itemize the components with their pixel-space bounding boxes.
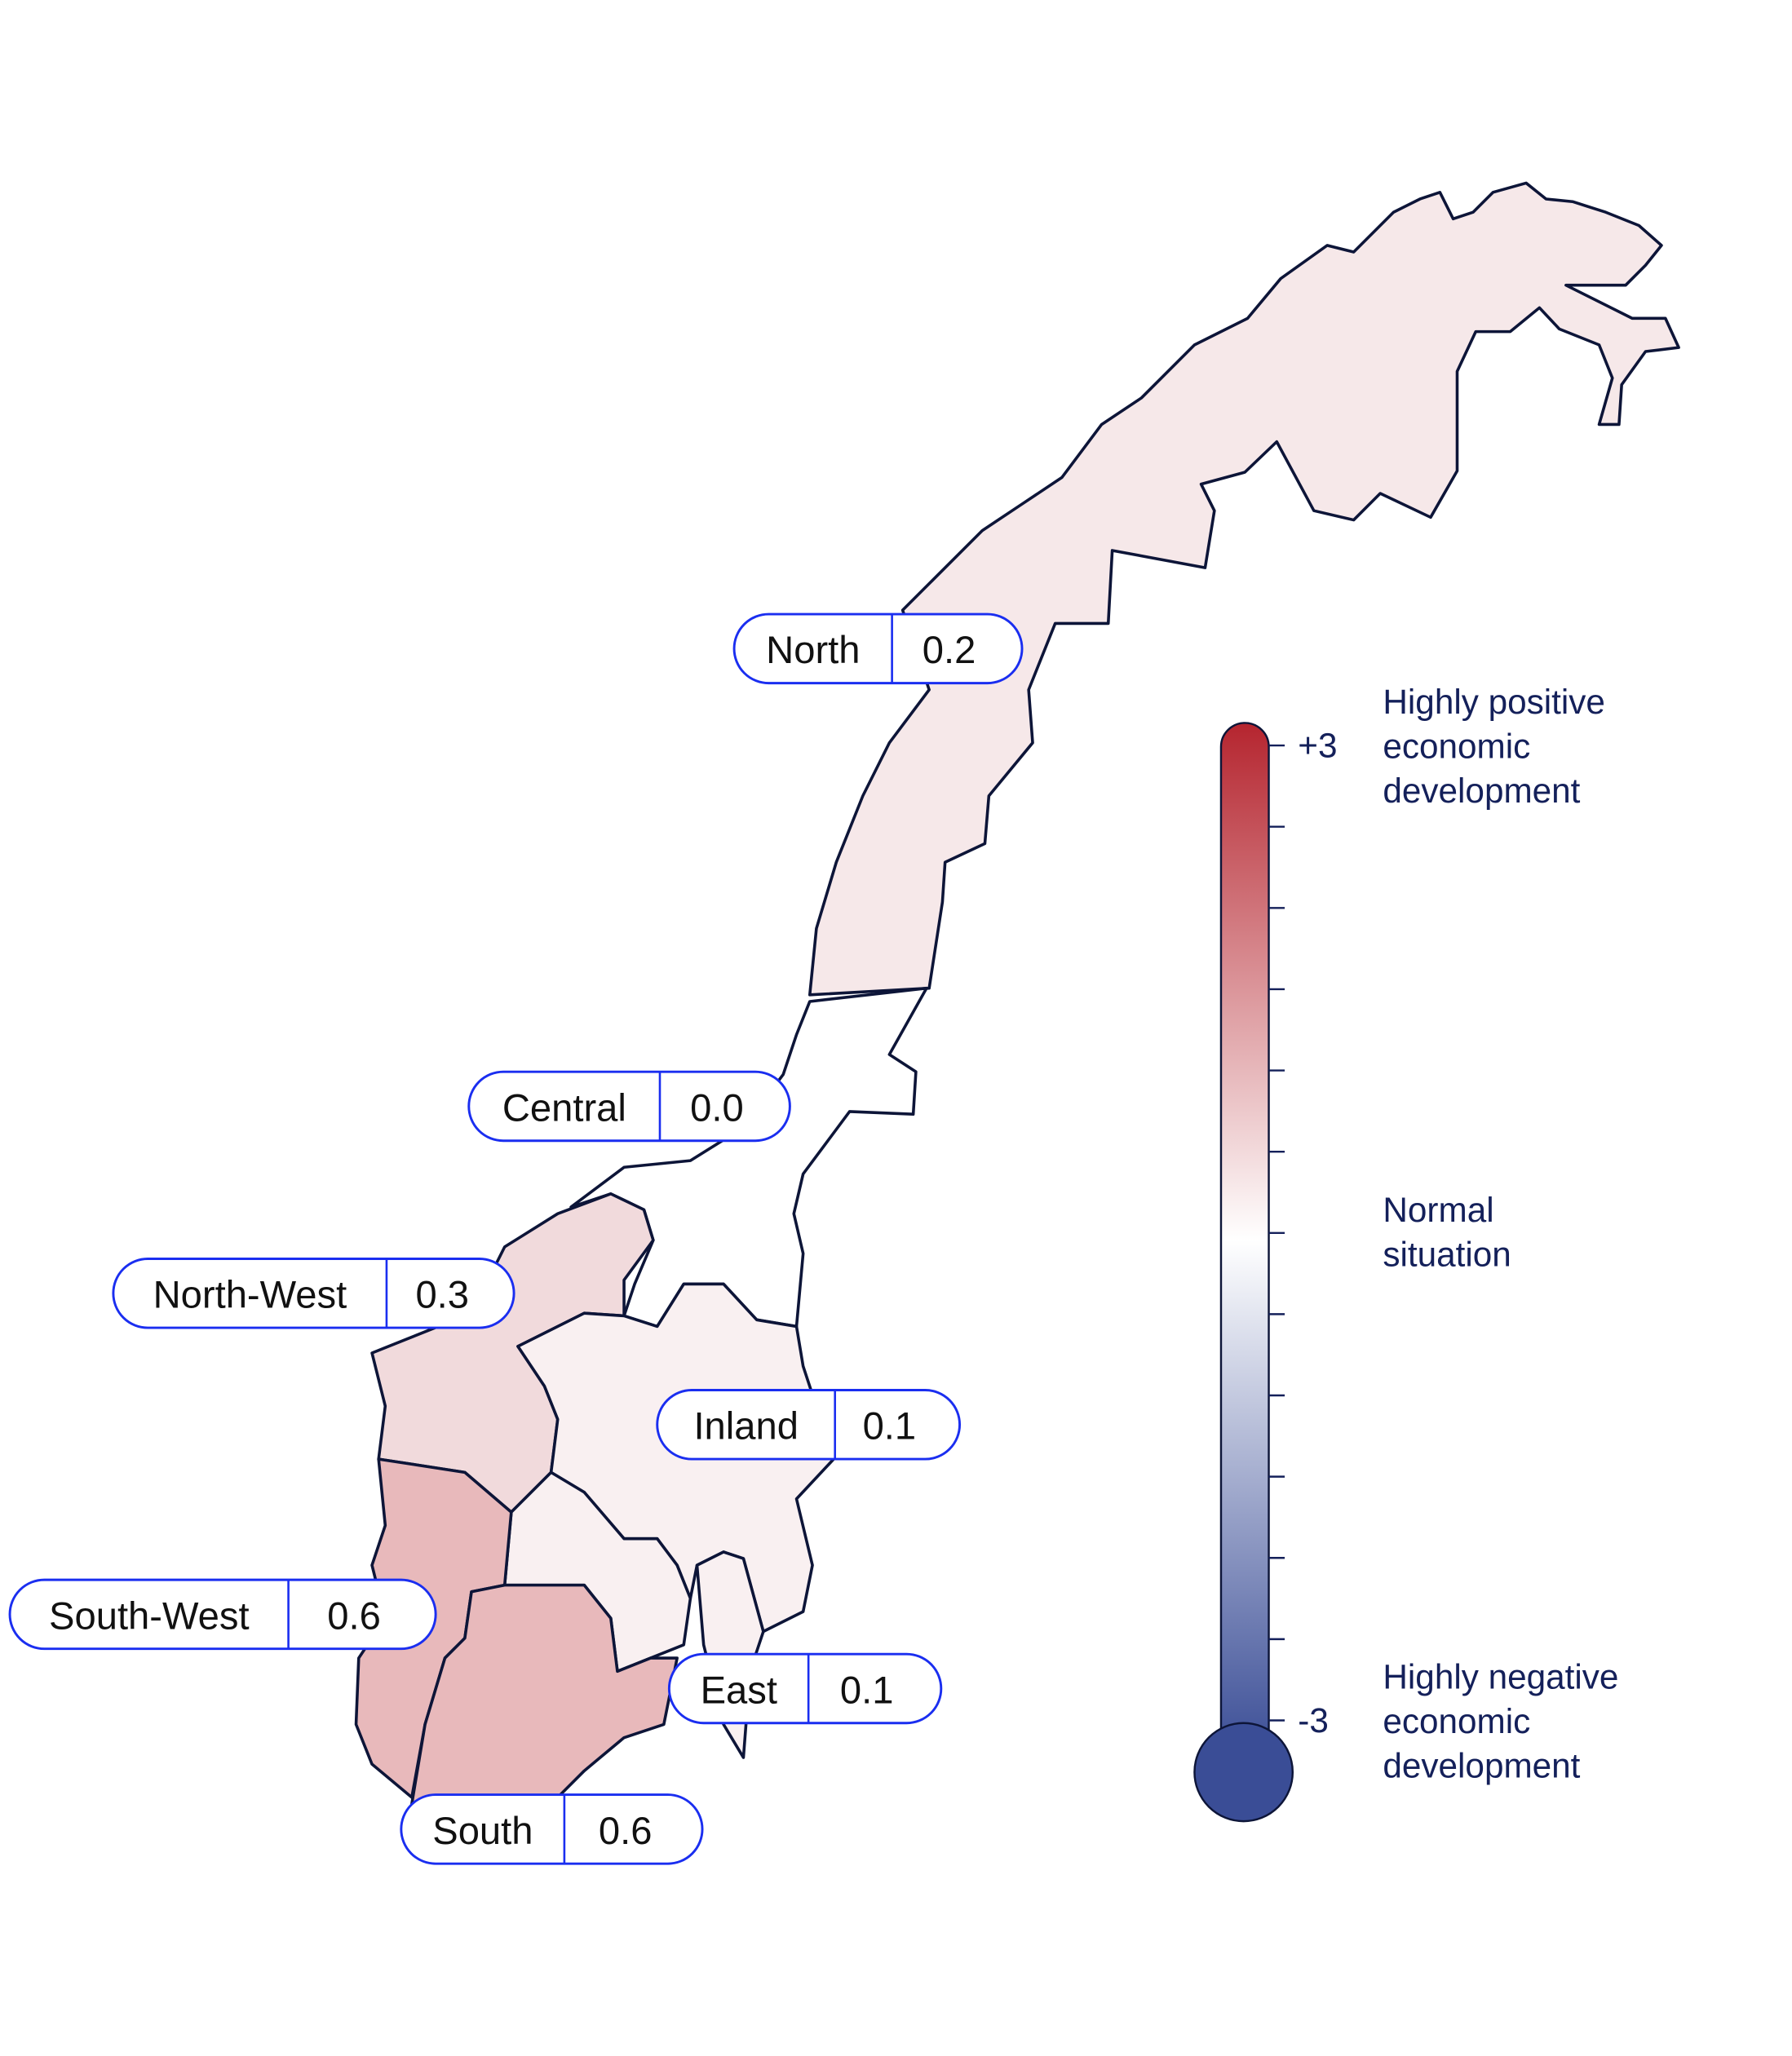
thermometer-bulb [1193,1722,1294,1823]
region-name: Inland [693,1404,798,1448]
label-pill [8,1578,437,1651]
region-value: 0.1 [840,1668,894,1711]
region-north[interactable] [808,181,1680,997]
map [354,181,1680,1806]
region-label-south: South 0.6 [400,1793,704,1865]
thermometer-bar [1219,722,1270,1759]
label-pill [112,1258,515,1329]
scale-ticks [1268,744,1285,1722]
region-value: 0.6 [599,1809,653,1852]
region-label-north-west: North-West 0.3 [112,1258,515,1329]
scale-mid-text: Normal situation [1383,1191,1511,1273]
scale-bottom-text: Highly negative economic development [1383,1657,1628,1784]
region-name: East [701,1668,777,1711]
region-value: 0.3 [415,1273,469,1316]
region-value: 0.0 [690,1085,744,1129]
region-label-inland: Inland 0.1 [656,1389,962,1461]
region-label-north: North 0.2 [732,612,1024,685]
label-pill [467,1070,791,1143]
region-value: 0.2 [923,628,976,671]
region-label-south-west: South-West 0.6 [8,1578,437,1651]
scale-min-label: -3 [1298,1701,1329,1740]
region-name: Central [502,1085,626,1129]
region-name: North [766,628,860,671]
label-pill [656,1389,962,1461]
label-pill [667,1652,943,1725]
region-name: South [432,1809,533,1852]
region-label-central: Central 0.0 [467,1070,791,1143]
region-value: 0.1 [863,1404,917,1448]
label-pill [400,1793,704,1865]
scale-max-label: +3 [1298,727,1337,765]
region-label-east: East 0.1 [667,1652,943,1725]
scale-top-text: Highly positive economic development [1383,683,1614,810]
region-labels: North 0.2 Central 0.0 North-West 0.3 Inland 0.1… [8,612,1024,1865]
color-scale: +3 -3 Highly positive economic developme… [1193,683,1628,1823]
region-value: 0.6 [327,1594,381,1637]
label-pill [732,612,1024,685]
region-name: North-West [153,1273,347,1316]
region-south[interactable] [410,1583,679,1806]
region-name: South-West [49,1594,250,1637]
